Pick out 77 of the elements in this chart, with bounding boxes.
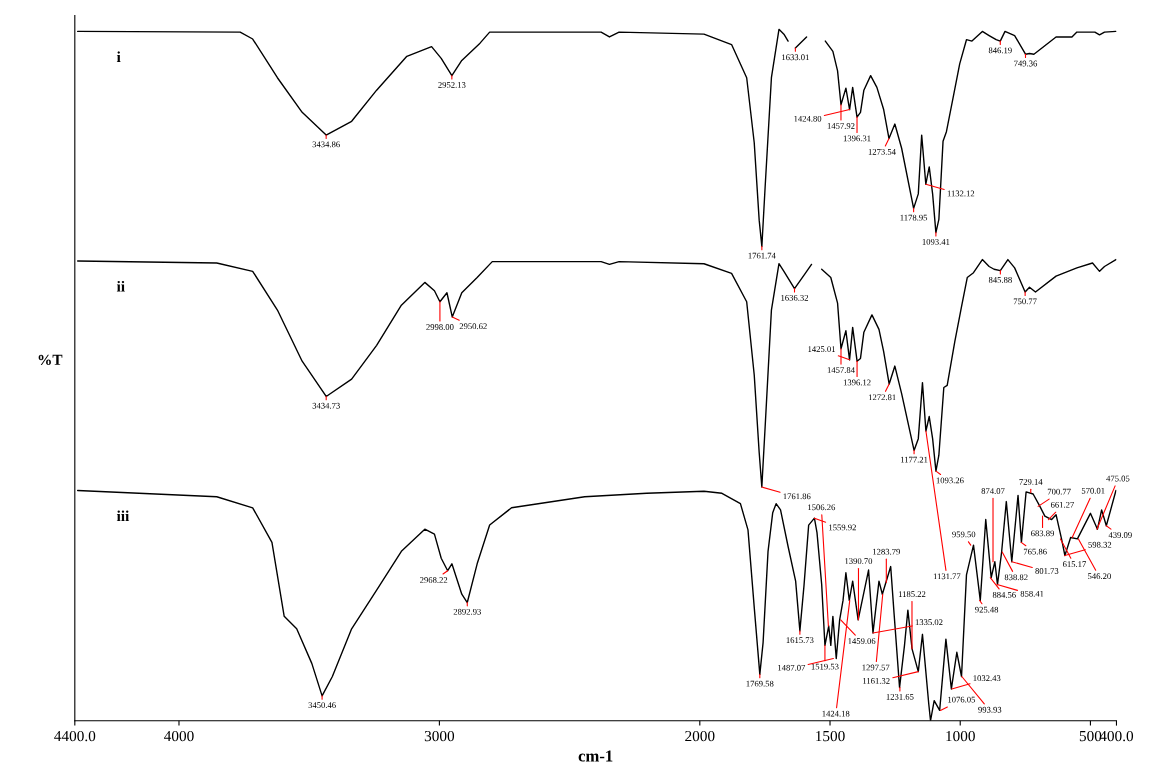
annotation: 1559.92 — [829, 524, 856, 531]
annotation: 1506.26 — [808, 504, 836, 511]
annotation: 1425.01 — [808, 346, 836, 353]
annotation: 959.50 — [952, 531, 976, 538]
annotation: 1076.05 — [948, 696, 976, 703]
annotation: 1032.43 — [973, 675, 1001, 682]
annotation: 1396.31 — [843, 135, 871, 142]
annotation: 1093.41 — [922, 238, 950, 245]
annotation: 570.01 — [1081, 487, 1105, 494]
x-tick-label: 2000 — [685, 730, 715, 742]
annotation: 729.14 — [1019, 478, 1043, 485]
series-label: iii — [116, 510, 130, 522]
annotation: 1424.80 — [794, 115, 822, 122]
x-tick-label: 4000 — [164, 730, 194, 742]
annotation: 993.93 — [978, 706, 1002, 713]
annotation: 3434.73 — [312, 402, 340, 409]
annotation: 439.09 — [1108, 532, 1132, 538]
annotation: 749.36 — [1014, 60, 1038, 67]
annotation: 700.77 — [1047, 488, 1071, 495]
annotation: 1132.12 — [947, 190, 975, 197]
annotation: 884.56 — [992, 591, 1016, 598]
annotation: 750.77 — [1013, 298, 1037, 305]
annotation: 1390.70 — [845, 558, 873, 564]
annotation: 1487.07 — [778, 664, 806, 671]
annotation: 1283.79 — [873, 548, 900, 555]
annotation: 2968.22 — [420, 577, 448, 583]
annotation: 1761.74 — [748, 252, 776, 259]
annotation: 801.73 — [1035, 568, 1059, 574]
annotation: 1396.12 — [843, 379, 871, 386]
annotation: 1457.84 — [827, 367, 855, 373]
annotation: 3450.46 — [308, 702, 336, 709]
annotation: 1273.54 — [868, 148, 896, 155]
annotation: 3434.86 — [312, 141, 340, 148]
annotation: 475.05 — [1106, 475, 1130, 482]
annotation: 1636.32 — [781, 294, 809, 301]
annotation: 2952.13 — [438, 82, 466, 88]
annotation: 661.27 — [1050, 501, 1075, 508]
annotation: 874.07 — [981, 488, 1005, 494]
annotation: 1177.21 — [901, 456, 928, 463]
annotation: 765.86 — [1023, 548, 1047, 555]
annotation: 1272.81 — [868, 394, 896, 401]
annotation: 598.32 — [1088, 541, 1112, 548]
annotation: 858.41 — [1020, 590, 1044, 597]
annotation: 2998.00 — [426, 324, 454, 330]
annotation: 1231.65 — [886, 693, 914, 700]
annotation: 1615.73 — [786, 637, 814, 644]
annotation: 845.88 — [988, 276, 1012, 283]
annotation: 546.20 — [1088, 573, 1111, 580]
annotation: 1335.02 — [915, 619, 943, 626]
annotation: 838.82 — [1004, 574, 1028, 581]
annotation: 1459.06 — [848, 638, 876, 644]
x-tick-label: 3000 — [424, 730, 455, 742]
series-label: ii — [116, 280, 125, 292]
annotation: 846.19 — [988, 47, 1012, 54]
annotation: 1131.77 — [933, 573, 961, 580]
x-tick-label: 4400.0 — [54, 730, 96, 742]
annotation: 1761.86 — [783, 493, 811, 500]
annotation: 2950.62 — [459, 323, 487, 330]
annotation: 1297.57 — [862, 664, 890, 671]
annotation: 1178.95 — [900, 214, 928, 221]
annotation: 615.17 — [1062, 561, 1087, 568]
x-tick-label: 1500 — [816, 730, 845, 742]
annotation: 1457.92 — [827, 123, 855, 129]
annotation: 1633.01 — [782, 54, 809, 61]
annotation: 1185.22 — [898, 591, 926, 598]
x-tick-label: 1000 — [946, 730, 975, 742]
series-label: i — [116, 51, 121, 62]
annotation: 2892.93 — [453, 608, 481, 615]
y-axis-title: %T — [38, 354, 63, 366]
x-axis-title: cm-1 — [578, 750, 613, 762]
annotation: 1161.32 — [863, 678, 890, 684]
annotation: 925.48 — [975, 606, 999, 613]
annotation: 1519.53 — [811, 663, 839, 670]
annotation: 1769.58 — [746, 680, 774, 687]
annotation: 1093.26 — [936, 477, 964, 484]
annotation: 1424.18 — [822, 710, 850, 717]
annotation: 683.89 — [1031, 530, 1055, 537]
